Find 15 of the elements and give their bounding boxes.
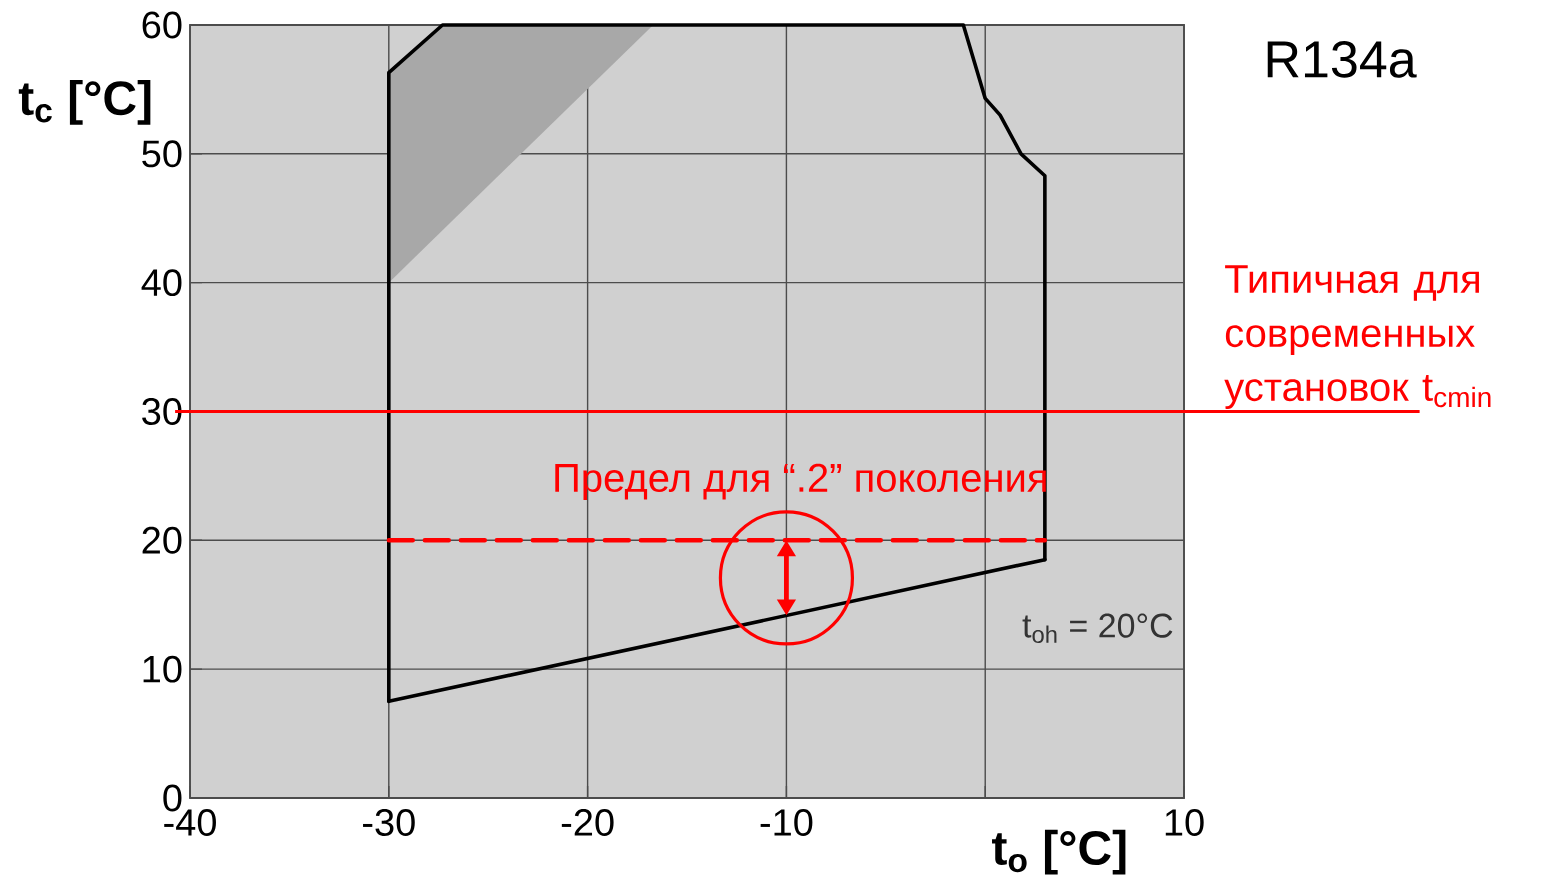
text: R134a <box>1267 40 1417 78</box>
y-tick-label: 50 <box>142 140 182 168</box>
x-tick-label: -10 <box>760 809 813 836</box>
y-tick-label: 30 <box>142 398 182 425</box>
x-axis-title: t$_{o}$ [°C] <box>992 829 1126 875</box>
ref-line-label: Типичная для современных установок t$_{cmin}$ <box>1224 265 1491 410</box>
y-tick-label: 10 <box>143 655 182 683</box>
y-tick-label: 20 <box>142 526 182 554</box>
y-tick-label: 60 <box>142 11 182 39</box>
annotation: t$_{oh}$ = 20°C <box>1022 613 1173 643</box>
x-tick-label: 10 <box>1165 809 1204 836</box>
x-tick-label: -20 <box>561 809 614 836</box>
y-axis-title: t$_{c}$ [°C] <box>18 79 151 125</box>
x-tick-label: -30 <box>363 809 415 836</box>
y-tick-label: 40 <box>141 269 182 297</box>
